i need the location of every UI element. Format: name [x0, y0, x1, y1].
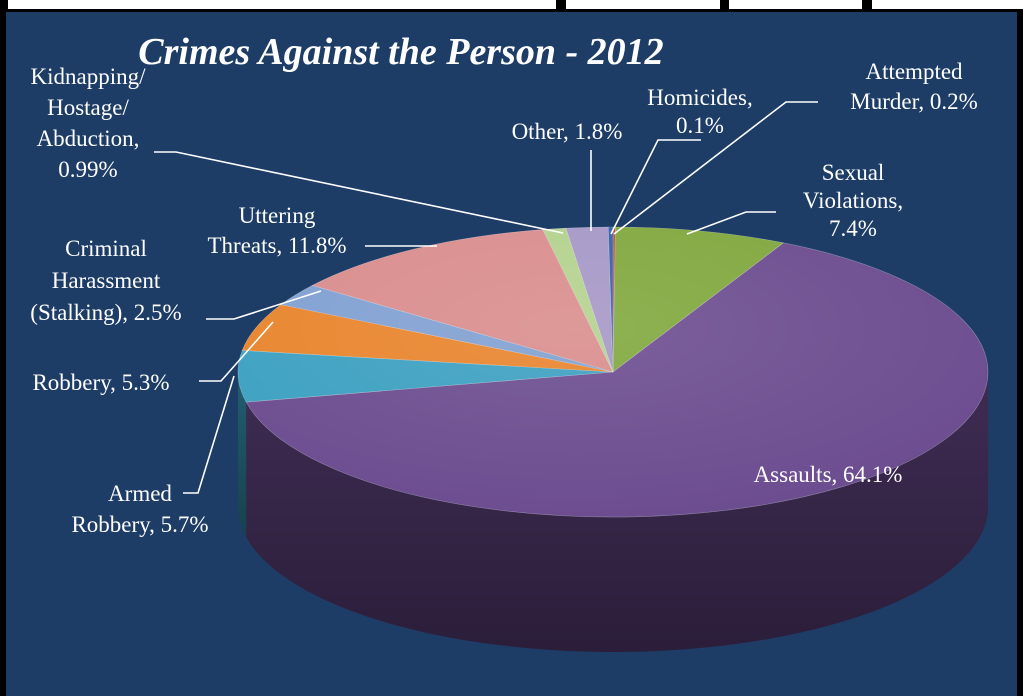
pie-top-shine [238, 227, 988, 517]
slice-label-other: Other, 1.8% [512, 119, 623, 144]
slice-label-line: Robbery, 5.7% [71, 512, 208, 537]
leader-line-sexual-violations [686, 211, 776, 235]
slice-label-robbery: Robbery, 5.3% [32, 370, 169, 395]
slice-label-line: 0.1% [676, 113, 724, 138]
slice-label-assaults: Assaults, 64.1% [754, 462, 903, 487]
leader-line-attempted-murder [613, 101, 818, 235]
slice-label-uttering-threats: Uttering Threats, 11.8% [207, 203, 346, 258]
slice-label-armed-robbery: Armed Robbery, 5.7% [71, 481, 208, 537]
slice-label-line: Attempted [865, 59, 963, 84]
slice-label-criminal-harassment-stalking: Criminal Harassment (Stalking), 2.5% [30, 236, 181, 325]
slice-label-line: Violations, [803, 188, 903, 213]
slice-label-line: Robbery, 5.3% [32, 370, 169, 395]
slice-label-line: Homicides, [647, 85, 752, 110]
slice-label-homicides: Homicides, 0.1% [647, 85, 752, 138]
slice-label-line: Kidnapping/ [31, 64, 147, 89]
slice-label-line: Abduction, [37, 126, 140, 151]
slice-label-sexual-violations: Sexual Violations, 7.4% [803, 160, 903, 241]
slice-label-line: Murder, 0.2% [850, 89, 977, 114]
leader-line-armed-robbery [183, 375, 235, 494]
slice-label-line: Harassment [52, 268, 161, 293]
leader-line-robbery [199, 321, 274, 382]
slice-label-line: (Stalking), 2.5% [30, 300, 181, 325]
pie-shine [238, 227, 988, 517]
slice-label-line: 0.99% [58, 157, 117, 182]
chart-area: Crimes Against the Person - 2012 Homicid… [6, 12, 1017, 696]
slice-label-attempted-murder: Attempted Murder, 0.2% [850, 59, 977, 114]
leader-line-homicides [610, 139, 701, 235]
pie-side-shade-assaults [246, 372, 989, 652]
table-top-edge [0, 0, 1023, 12]
slice-label-line: Uttering [239, 203, 316, 228]
slice-label-line: Hostage/ [47, 95, 129, 120]
slice-label-line: Armed [108, 481, 172, 506]
leader-lines [154, 101, 818, 494]
leader-line-criminal-harassment-stalking [206, 290, 322, 320]
pie-chart: Crimes Against the Person - 2012 Homicid… [30, 31, 989, 652]
slice-label-line: 7.4% [829, 216, 877, 241]
slice-label-line: Other, 1.8% [512, 119, 623, 144]
slice-label-line: Criminal [65, 236, 147, 261]
slice-label-line: Assaults, 64.1% [754, 462, 903, 487]
slice-labels: Homicides, 0.1% Sexual Violations, 7.4% Assau… [30, 59, 977, 537]
chart-title: Crimes Against the Person - 2012 [138, 31, 663, 73]
slice-label-kidnapping-hostage-abduction: Kidnapping/Hostage/Abduction, 0.99% [31, 64, 147, 182]
slice-label-line: Threats, 11.8% [207, 233, 346, 258]
pie-side-shade-armed-robbery [238, 372, 247, 538]
slice-label-line: Sexual [822, 160, 885, 185]
pie-sides [238, 372, 989, 652]
leader-line-kidnapping-hostage-abduction [154, 151, 564, 234]
